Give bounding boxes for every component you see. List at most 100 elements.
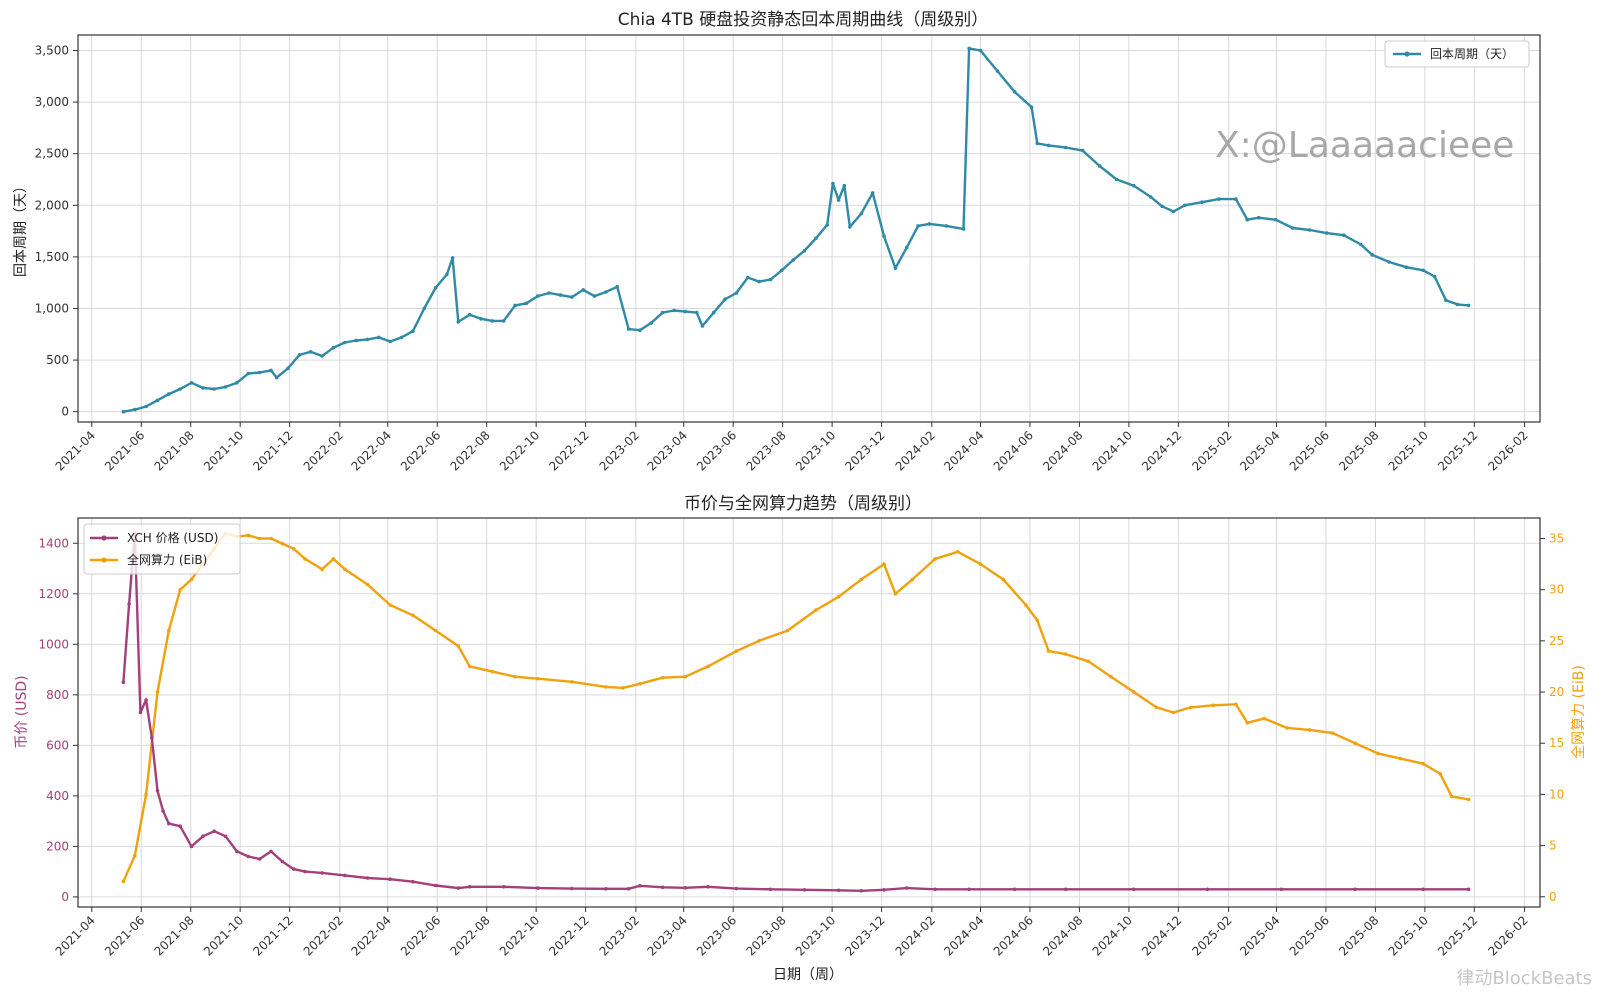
hashrate-data-point (343, 567, 347, 571)
hashrate-data-point (706, 664, 710, 669)
payback-data-point (1387, 260, 1391, 264)
hashrate-data-point (303, 557, 307, 561)
bot-x-tick-label: 2024-02 (893, 913, 938, 958)
hashrate-data-point (155, 690, 160, 694)
bot-x-tick-label: 2025-06 (1287, 913, 1332, 958)
top-x-tick-label: 2024-06 (991, 428, 1036, 473)
hashrate-data-point (1109, 674, 1113, 679)
bot-x-tick-label: 2022-06 (398, 913, 443, 958)
bottom-legend-marker-hashrate (101, 557, 107, 563)
hashrate-data-point (1024, 603, 1028, 607)
price-data-point (768, 887, 773, 892)
watermark-bottom: 律动BlockBeats (1456, 968, 1592, 989)
price-data-point (1279, 887, 1284, 892)
top-x-tick-label: 2022-10 (497, 428, 542, 473)
price-data-point (246, 854, 251, 859)
bot-x-tick-label: 2025-10 (1386, 913, 1431, 958)
price-data-point (882, 888, 886, 892)
hashrate-data-point (467, 664, 472, 669)
payback-data-point (269, 368, 273, 373)
price-data-point (501, 885, 506, 889)
payback-data-point (354, 338, 358, 343)
hashrate-data-point (433, 628, 438, 633)
payback-data-point (433, 286, 438, 290)
top-x-tick-label: 2024-02 (893, 428, 938, 473)
payback-data-point (592, 294, 597, 298)
bot-x-tick-label: 2023-08 (743, 913, 788, 958)
hashrate-data-point (734, 649, 739, 653)
price-data-point (1205, 887, 1210, 892)
bot-x-tick-label: 2024-12 (1139, 913, 1184, 958)
payback-data-point (1455, 302, 1460, 307)
payback-data-point (1160, 204, 1164, 209)
hashrate-data-point (1449, 794, 1454, 799)
bot-x-tick-label: 2023-02 (597, 913, 642, 958)
bot-x-tick-label: 2023-06 (694, 913, 739, 958)
payback-data-point (1404, 265, 1408, 270)
bottom-chart-frame (77, 517, 1541, 908)
top-x-tick-label: 2023-02 (597, 428, 642, 473)
payback-data-point (961, 227, 966, 231)
payback-data-point (167, 392, 171, 396)
top-x-tick-label: 2024-10 (1090, 428, 1135, 473)
hashrate-data-point (178, 587, 182, 592)
bottom-y-tick-right-label: 30 (1549, 583, 1564, 597)
price-data-point (127, 602, 131, 606)
top-legend: 回本周期（天） (1384, 40, 1530, 68)
hashrate-data-point (978, 562, 983, 566)
price-data-point (626, 887, 631, 891)
payback-data-point (1080, 148, 1085, 153)
payback-data-point (388, 339, 393, 344)
payback-data-point (672, 308, 676, 313)
price-data-point (1466, 887, 1471, 892)
payback-data-point (155, 398, 160, 403)
bottom-y-tick-right-label: 20 (1549, 685, 1564, 699)
payback-data-point (660, 310, 665, 315)
top-y-tick-label: 2,000 (35, 198, 69, 212)
price-data-point (303, 869, 307, 874)
payback-data-point (836, 198, 841, 202)
top-x-tick-label: 2021-06 (102, 428, 147, 473)
price-data-point (138, 710, 143, 715)
payback-data-point (615, 285, 619, 289)
payback-data-point (1370, 253, 1374, 257)
payback-data-point (308, 350, 313, 354)
bot-x-tick-label: 2024-06 (991, 913, 1036, 958)
price-data-point (1012, 887, 1017, 892)
payback-data-point (711, 310, 716, 315)
top-legend-label: 回本周期（天） (1430, 47, 1514, 61)
payback-data-point (365, 337, 370, 342)
price-data-point (1421, 887, 1425, 892)
hashrate-data-point (814, 608, 818, 612)
payback-data-point (746, 275, 750, 280)
bot-x-tick-label: 2022-08 (447, 913, 492, 958)
payback-data-point (825, 223, 829, 227)
payback-data-point (456, 320, 461, 324)
bottom-legend-label-price: XCH 价格 (USD) (127, 530, 218, 545)
bot-x-tick-label: 2022-12 (546, 913, 591, 958)
price-data-point (178, 824, 182, 828)
bottom-y-tick-right-label: 5 (1549, 839, 1557, 853)
top-x-tick-label: 2022-02 (301, 428, 346, 473)
bot-x-tick-label: 2023-04 (644, 913, 689, 958)
hashrate-data-point (167, 628, 171, 633)
top-x-tick-label: 2025-06 (1287, 428, 1332, 473)
hashrate-data-point (536, 676, 540, 681)
payback-data-point (513, 303, 517, 308)
top-x-tick-label: 2024-12 (1139, 428, 1184, 473)
top-x-tick-label: 2026-02 (1485, 428, 1530, 473)
price-data-point (235, 849, 239, 854)
price-data-point (859, 889, 864, 893)
payback-data-point (1234, 197, 1238, 201)
payback-data-point (212, 387, 216, 391)
payback-data-point (791, 258, 795, 262)
payback-data-point (995, 69, 1000, 73)
payback-data-point (1046, 143, 1051, 148)
payback-data-point (297, 353, 302, 357)
price-data-point (161, 809, 165, 813)
bot-x-tick-label: 2023-12 (842, 913, 887, 958)
payback-data-point (1200, 200, 1204, 204)
payback-data-point (223, 385, 228, 389)
payback-data-point (1097, 164, 1102, 168)
hashrate-data-point (956, 550, 960, 554)
